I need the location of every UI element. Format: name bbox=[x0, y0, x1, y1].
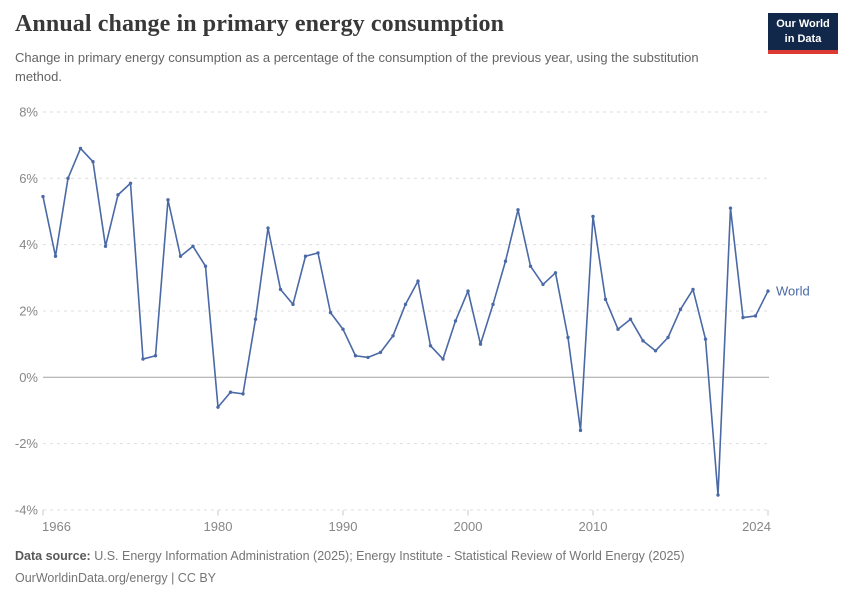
logo-line-2: in Data bbox=[784, 32, 822, 45]
data-point[interactable] bbox=[41, 194, 45, 199]
data-point[interactable] bbox=[291, 302, 295, 307]
data-point[interactable] bbox=[441, 357, 445, 361]
data-point[interactable] bbox=[153, 354, 158, 358]
license-line: OurWorldinData.org/energy | CC BY bbox=[15, 570, 217, 585]
chart-subtitle: Change in primary energy consumption as … bbox=[15, 49, 699, 85]
data-point[interactable] bbox=[391, 334, 395, 338]
data-point[interactable] bbox=[366, 355, 370, 360]
data-point[interactable] bbox=[766, 289, 770, 293]
data-point[interactable] bbox=[266, 226, 270, 230]
data-source-label: Data source: bbox=[15, 549, 91, 563]
data-point[interactable] bbox=[753, 314, 758, 318]
data-point[interactable] bbox=[116, 193, 120, 197]
data-point[interactable] bbox=[691, 287, 695, 292]
data-point[interactable] bbox=[741, 315, 745, 320]
data-point[interactable] bbox=[503, 259, 508, 263]
data-point[interactable] bbox=[228, 390, 233, 394]
data-point[interactable] bbox=[566, 335, 570, 340]
data-point[interactable] bbox=[578, 428, 583, 433]
data-point[interactable] bbox=[178, 254, 183, 258]
x-tick-label: 2024 bbox=[742, 519, 771, 534]
chart-header: Annual change in primary energy consumpt… bbox=[15, 10, 755, 87]
data-point[interactable] bbox=[666, 335, 670, 340]
data-point[interactable] bbox=[278, 287, 283, 292]
y-tick-label: -2% bbox=[15, 436, 39, 451]
data-point[interactable] bbox=[628, 317, 633, 321]
data-source-line: Data source: U.S. Energy Information Adm… bbox=[15, 546, 835, 568]
data-point[interactable] bbox=[203, 264, 208, 268]
x-tick-label: 2010 bbox=[579, 519, 608, 534]
data-point[interactable] bbox=[516, 208, 520, 212]
logo-line-1: Our World bbox=[776, 18, 830, 31]
data-point[interactable] bbox=[216, 405, 220, 409]
data-point[interactable] bbox=[78, 146, 83, 151]
data-point[interactable] bbox=[53, 254, 58, 258]
data-point[interactable] bbox=[416, 279, 420, 283]
y-tick-label: -4% bbox=[15, 502, 39, 517]
data-point[interactable] bbox=[716, 493, 720, 497]
x-tick-label: 2000 bbox=[454, 519, 483, 534]
x-tick-label: 1980 bbox=[204, 519, 233, 534]
y-tick-label: 4% bbox=[19, 237, 38, 252]
data-point[interactable] bbox=[166, 198, 170, 202]
data-point[interactable] bbox=[241, 392, 245, 396]
chart-footer: Data source: U.S. Energy Information Adm… bbox=[15, 546, 835, 590]
chart-title: Annual change in primary energy consumpt… bbox=[15, 11, 505, 37]
data-point[interactable] bbox=[591, 214, 595, 219]
data-point[interactable] bbox=[616, 327, 620, 331]
series-label-world: World bbox=[776, 284, 810, 299]
y-tick-label: 2% bbox=[19, 303, 38, 318]
data-point[interactable] bbox=[478, 342, 483, 346]
data-point[interactable] bbox=[428, 344, 433, 348]
data-point[interactable] bbox=[553, 271, 558, 275]
data-point[interactable] bbox=[191, 244, 195, 248]
data-point[interactable] bbox=[316, 251, 320, 255]
data-point[interactable] bbox=[141, 357, 145, 361]
y-tick-label: 6% bbox=[19, 171, 38, 186]
data-point[interactable] bbox=[66, 176, 70, 181]
data-point[interactable] bbox=[603, 297, 608, 302]
world-line[interactable] bbox=[42, 147, 769, 496]
data-point[interactable] bbox=[128, 181, 133, 185]
data-point[interactable] bbox=[303, 254, 308, 258]
data-point[interactable] bbox=[641, 339, 645, 343]
x-tick-label: 1990 bbox=[329, 519, 358, 534]
data-point[interactable] bbox=[353, 354, 358, 358]
data-point[interactable] bbox=[528, 264, 533, 268]
y-tick-label: 0% bbox=[19, 370, 38, 385]
data-source-text: U.S. Energy Information Administration (… bbox=[90, 549, 685, 563]
x-tick-label: 1966 bbox=[42, 519, 71, 534]
data-point[interactable] bbox=[466, 289, 470, 293]
data-point[interactable] bbox=[253, 317, 258, 321]
owid-logo[interactable]: Our World in Data bbox=[768, 13, 838, 54]
data-point[interactable] bbox=[703, 337, 708, 341]
data-point[interactable] bbox=[341, 327, 345, 331]
data-point[interactable] bbox=[328, 310, 333, 315]
data-point[interactable] bbox=[653, 349, 658, 353]
y-tick-label: 8% bbox=[19, 104, 38, 119]
data-point[interactable] bbox=[728, 206, 733, 210]
data-point[interactable] bbox=[453, 319, 458, 323]
data-point[interactable] bbox=[403, 302, 408, 307]
data-point[interactable] bbox=[678, 307, 683, 312]
data-point[interactable] bbox=[91, 160, 95, 164]
data-point[interactable] bbox=[491, 302, 495, 307]
data-point[interactable] bbox=[541, 282, 545, 287]
data-point[interactable] bbox=[103, 244, 108, 248]
data-point[interactable] bbox=[378, 350, 383, 355]
